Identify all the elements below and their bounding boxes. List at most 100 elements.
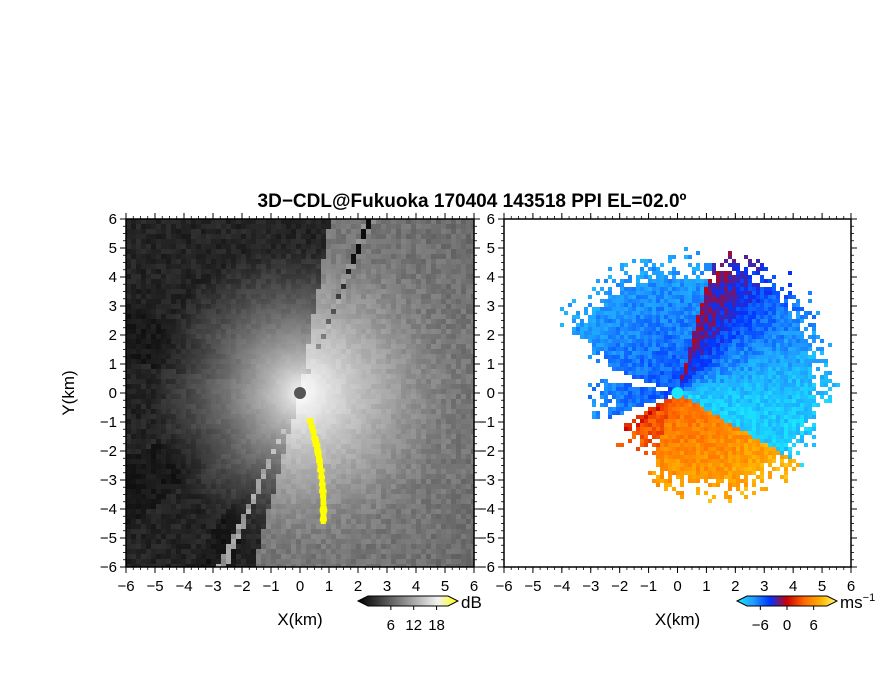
power-cell: [436, 549, 441, 554]
power-cell: [141, 239, 146, 244]
power-cell: [446, 264, 451, 269]
power-cell: [161, 324, 166, 329]
power-cell: [231, 559, 236, 564]
power-cell: [211, 544, 216, 549]
power-cell: [431, 489, 436, 494]
power-cell: [151, 424, 156, 429]
power-cell: [446, 524, 451, 529]
power-cell: [451, 394, 456, 399]
high-return-cell: [319, 484, 326, 489]
power-cell: [136, 359, 141, 364]
power-cell: [296, 544, 301, 549]
power-cell: [421, 219, 426, 224]
power-cell: [391, 544, 396, 549]
power-cell: [451, 319, 456, 324]
power-cell: [396, 544, 401, 549]
power-cell: [316, 549, 321, 554]
power-cell: [136, 409, 141, 414]
power-cell: [296, 234, 301, 239]
power-cell: [441, 539, 446, 544]
power-cell: [151, 439, 156, 444]
power-cell: [176, 489, 181, 494]
power-cell: [216, 559, 221, 564]
power-cell: [446, 289, 451, 294]
power-cell: [446, 434, 451, 439]
power-cell: [146, 309, 151, 314]
power-cell: [211, 534, 216, 539]
power-cell: [151, 504, 156, 509]
power-cell: [186, 544, 191, 549]
power-cell: [441, 264, 446, 269]
power-cell: [406, 244, 411, 249]
power-cell: [396, 244, 401, 249]
power-cell: [461, 414, 466, 419]
power-cell: [416, 234, 421, 239]
power-cell: [311, 549, 316, 554]
power-cell: [146, 389, 151, 394]
power-cell: [226, 254, 231, 259]
power-cell: [166, 264, 171, 269]
power-cell: [141, 449, 146, 454]
power-cell: [236, 564, 241, 567]
power-cell: [236, 559, 241, 564]
high-return-cell: [320, 519, 326, 524]
power-cell: [466, 274, 471, 279]
power-cell: [426, 304, 431, 309]
figure-title: 3D−CDL@Fukuoka 170404 143518 PPI EL=02.0…: [258, 191, 687, 212]
power-cell: [461, 224, 466, 229]
power-cell: [471, 379, 474, 384]
power-cell: [201, 269, 206, 274]
power-cell: [196, 524, 201, 529]
power-cell: [426, 274, 431, 279]
power-cell: [246, 564, 251, 567]
power-cell: [381, 244, 386, 249]
power-cell: [461, 299, 466, 304]
power-cell: [456, 229, 461, 234]
power-cell: [261, 554, 266, 559]
power-cell: [156, 269, 161, 274]
power-cell: [171, 259, 176, 264]
power-cell: [311, 229, 316, 234]
power-cell: [466, 519, 471, 524]
power-cell: [141, 459, 146, 464]
power-cell: [461, 394, 466, 399]
power-cell: [281, 224, 286, 229]
power-cell: [421, 564, 426, 567]
power-cell: [431, 494, 436, 499]
power-cell: [146, 559, 151, 564]
power-cell: [151, 459, 156, 464]
high-return-cell: [314, 447, 321, 452]
power-cell: [441, 529, 446, 534]
power-cell: [281, 564, 286, 567]
power-cell: [426, 229, 431, 234]
power-cell: [396, 264, 401, 269]
power-cell: [386, 239, 391, 244]
power-cell: [336, 239, 341, 244]
power-cell: [266, 539, 271, 544]
power-cell: [411, 264, 416, 269]
power-cell: [211, 519, 216, 524]
power-cell: [381, 559, 386, 564]
power-cell: [181, 554, 186, 559]
power-cell: [126, 414, 131, 419]
power-cell: [141, 264, 146, 269]
power-cell: [316, 559, 321, 564]
power-cell: [466, 279, 471, 284]
power-cell: [331, 224, 336, 229]
power-cell: [306, 559, 311, 564]
power-cell: [216, 224, 221, 229]
power-cell: [141, 384, 146, 389]
power-cell: [356, 534, 361, 539]
power-cell: [261, 539, 266, 544]
power-cell: [441, 344, 446, 349]
power-cell: [136, 324, 141, 329]
power-cell: [411, 514, 416, 519]
power-cell: [461, 349, 466, 354]
power-cell: [416, 289, 421, 294]
power-cell: [156, 549, 161, 554]
power-cell: [136, 524, 141, 529]
power-cell: [171, 494, 176, 499]
power-cell: [461, 244, 466, 249]
power-cell: [161, 454, 166, 459]
power-cell: [216, 219, 221, 224]
